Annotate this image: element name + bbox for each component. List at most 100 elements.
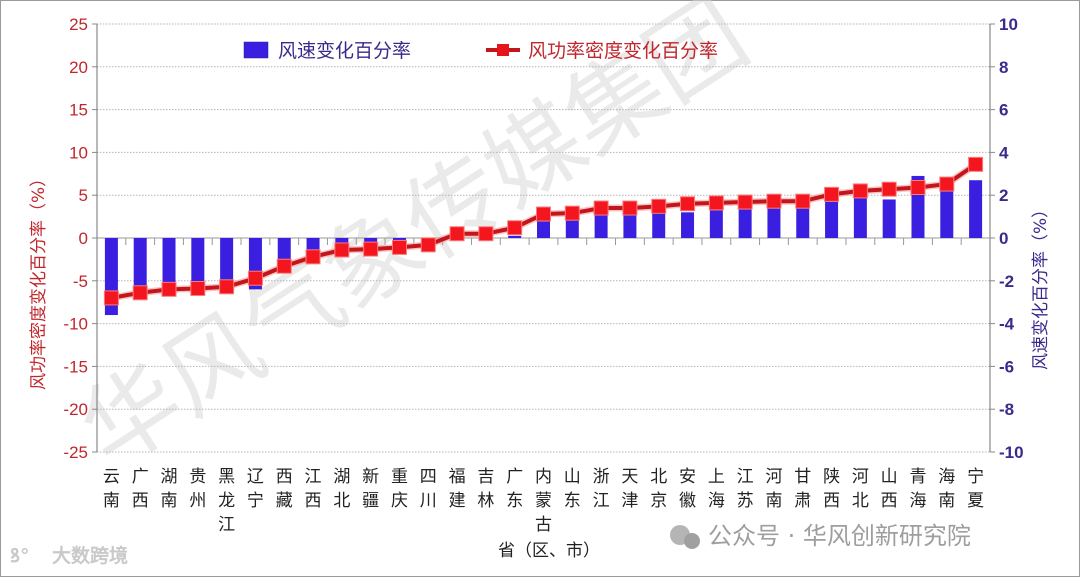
line-marker [449,226,465,242]
bar [796,205,810,238]
x-tick-label: 宁 [247,491,264,511]
y-right-tick: 8 [999,58,1008,77]
x-tick-label: 庆 [391,491,408,511]
bar [853,197,867,238]
y-left-tick: -5 [73,272,88,291]
x-tick-label: 建 [449,491,466,511]
bar [594,214,608,238]
y-left-tick: 25 [69,15,88,34]
x-tick-label: 西 [881,491,898,511]
line-marker [593,200,609,216]
bar [652,212,666,238]
x-tick-label: 广 [132,467,149,487]
x-tick-label: 海 [909,491,926,511]
legend-line-label: 风功率密度变化百分率 [528,40,718,62]
x-tick-label: 福 [449,467,466,487]
bar [191,238,205,292]
x-tick-label: 四 [420,467,437,487]
bar [537,220,550,238]
x-tick-label: 南 [765,491,782,511]
x-tick-label: 西 [276,467,293,487]
x-tick-label: 肃 [794,491,811,511]
line-marker [305,249,321,265]
line-marker [795,193,811,209]
x-tick-label: 湖 [333,467,350,487]
line-marker [420,237,436,253]
x-tick-label: 云 [103,467,120,487]
x-tick-label: 山 [564,467,581,487]
line-marker [247,270,263,286]
x-tick-label: 陕 [823,467,840,487]
line-marker [564,205,580,221]
x-tick-label: 北 [650,467,667,487]
x-tick-label: 贵 [189,467,206,487]
y-right-tick: 4 [999,143,1009,162]
x-tick-label: 林 [477,491,494,511]
x-tick-label: 重 [391,467,408,487]
x-tick-label: 海 [708,491,725,511]
line-marker [852,183,868,199]
line-marker [363,241,379,257]
bar [565,218,579,238]
x-tick-label: 龙 [218,491,235,511]
x-tick-label: 南 [103,491,120,511]
x-tick-label: 宁 [967,467,984,487]
y-left-tick: -10 [63,315,88,334]
x-tick-label: 天 [621,467,638,487]
x-tick-label: 西 [305,491,322,511]
x-tick-label: 辽 [247,467,264,487]
y-left-axis-title: 风功率密度变化百分率（%） [29,170,49,390]
line-marker [536,206,551,222]
y-right-tick: 2 [999,186,1008,205]
x-tick-label: 海 [938,467,955,487]
y-left-tick: -25 [63,443,88,462]
x-tick-label: 川 [420,491,437,511]
x-tick-label: 夏 [967,491,984,511]
corner-watermark: ꝸ° 大数跨境 [10,544,128,567]
line-marker [824,186,840,202]
line-marker [766,193,782,209]
x-tick-label: 徽 [679,491,696,511]
bar [335,238,349,247]
bar [738,208,752,238]
bar [709,210,723,238]
x-axis-title: 省（区、市） [498,541,600,561]
x-tick-label: 州 [189,491,206,511]
y-right-tick: -2 [999,272,1014,291]
y-left-tick: -20 [63,400,88,419]
y-left-tick: 20 [69,58,88,77]
x-tick-label: 河 [852,467,869,487]
line-marker [968,156,984,172]
x-tick-label: 南 [938,491,955,511]
x-tick-label: 津 [621,491,638,511]
x-tick-label: 北 [852,491,869,511]
line-marker [737,194,753,210]
x-tick-label: 东 [506,491,523,511]
wind-power-line [103,156,984,306]
y-right-tick: -10 [999,443,1024,462]
x-tick-label: 蒙 [535,491,552,511]
x-tick-label: 疆 [362,491,379,511]
line-marker [651,198,667,214]
x-tick-label: 青 [909,467,926,487]
line-marker [478,226,494,242]
y-right-tick: -8 [999,400,1014,419]
x-tick-label: 古 [535,515,552,535]
line-marker [276,258,292,274]
bar [133,238,147,298]
x-tick-label: 浙 [593,467,610,487]
bar [940,190,954,238]
y-left-tick: 0 [79,229,88,248]
line-marker [881,181,897,197]
legend-bar-label: 风速变化百分率 [278,40,411,62]
line-marker [680,196,696,212]
y-right-tick: 0 [999,229,1008,248]
legend-bar-swatch [243,41,269,59]
bar [162,238,176,294]
y-right-tick: -4 [999,315,1015,334]
line-marker [910,179,926,195]
x-tick-label: 藏 [276,491,293,511]
line-marker [219,279,235,295]
x-tick-label: 内 [535,467,552,487]
bar [364,238,378,245]
